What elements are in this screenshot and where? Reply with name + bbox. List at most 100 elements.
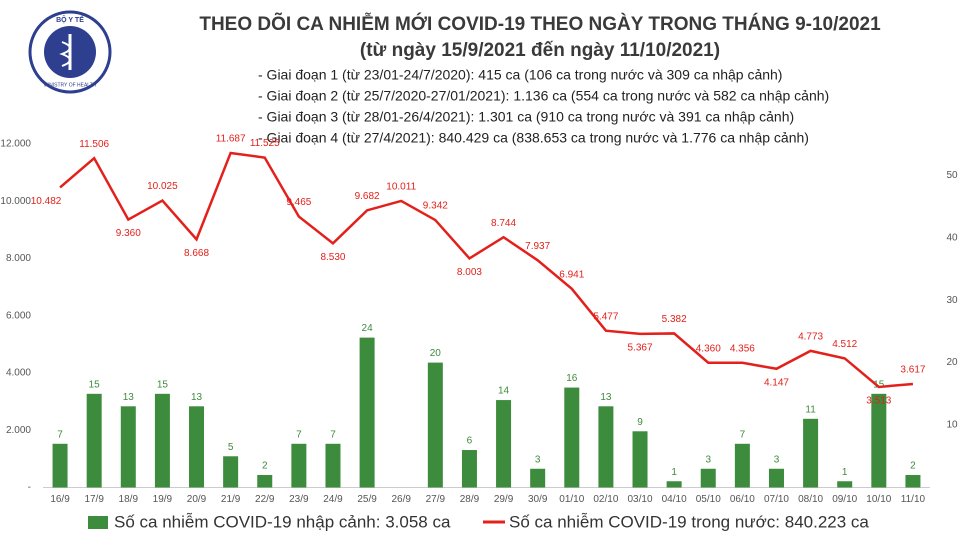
y-tick-label: 10.000: [0, 196, 31, 207]
x-tick-label: 05/10: [696, 494, 721, 505]
x-tick-label: 03/10: [628, 494, 653, 505]
line-label: 8.530: [320, 252, 345, 263]
legend-label: Số ca nhiễm COVID-19 nhập cảnh: 3.058 ca: [114, 512, 451, 531]
bar-label: 14: [498, 386, 510, 397]
bar: [120, 406, 136, 488]
y-tick-label: 6.000: [6, 310, 31, 321]
line-label: 11.525: [250, 138, 280, 149]
x-tick-label: 07/10: [764, 494, 789, 505]
x-tick-label: 22/9: [255, 494, 275, 505]
x-tick-label: 20/9: [187, 494, 207, 505]
x-tick-label: 24/9: [323, 494, 343, 505]
line-label: 10.025: [147, 181, 178, 192]
logo-text: BỘ Y TẾ: [56, 14, 84, 24]
bar: [666, 481, 682, 488]
bar: [461, 450, 477, 488]
x-tick-label: 29/9: [494, 494, 514, 505]
bar: [189, 406, 205, 488]
line-label: 11.506: [79, 139, 109, 150]
line-label: 10.482: [31, 196, 62, 207]
bar-label: 1: [842, 467, 848, 478]
bar: [837, 481, 853, 488]
line-label: 4.773: [798, 332, 823, 343]
line-label: 7.937: [525, 241, 550, 252]
x-tick-label: 11/10: [901, 494, 926, 505]
bar: [803, 418, 819, 488]
bar-label: 13: [600, 392, 612, 403]
x-tick-label: 02/10: [593, 494, 618, 505]
line-label: 11.687: [216, 134, 246, 145]
line-label: 3.617: [900, 365, 925, 376]
chart-subtitle: (từ ngày 15/9/2021 đến ngày 11/10/2021): [360, 40, 720, 61]
bar: [871, 393, 887, 488]
bar: [768, 468, 784, 488]
bar-label: 7: [740, 429, 746, 440]
line-label: 4.147: [764, 377, 789, 388]
x-tick-label: 23/9: [289, 494, 309, 505]
line-label: 9.360: [116, 228, 141, 239]
line-label: 3.513: [866, 396, 891, 407]
legend-label: Số ca nhiễm COVID-19 trong nước: 840.223…: [509, 512, 869, 531]
x-tick-label: 26/9: [391, 494, 411, 505]
bar: [905, 475, 921, 488]
bar: [325, 443, 341, 488]
y2-tick-label: 30: [946, 295, 958, 306]
bar: [154, 393, 170, 488]
note: - Giai đoạn 2 (từ 25/7/2020-27/01/2021):…: [258, 88, 829, 104]
line-label: 8.744: [491, 218, 516, 229]
x-tick-label: 25/9: [357, 494, 377, 505]
bar: [257, 475, 273, 488]
bar-label: 13: [191, 392, 203, 403]
line-label: 8.668: [184, 248, 209, 259]
y-tick-label: -: [28, 482, 31, 493]
bar-label: 7: [57, 429, 63, 440]
bar-label: 3: [535, 454, 541, 465]
bar-label: 7: [296, 429, 302, 440]
x-tick-label: 10/10: [866, 494, 891, 505]
x-tick-label: 30/9: [528, 494, 548, 505]
line-label: 6.941: [559, 269, 584, 280]
bar-label: 7: [330, 429, 336, 440]
y2-tick-label: 20: [946, 357, 958, 368]
bar-label: 11: [805, 404, 816, 415]
bar-label: 15: [157, 379, 169, 390]
line-label: 4.356: [730, 343, 755, 354]
bar: [734, 443, 750, 488]
bar-label: 2: [910, 461, 916, 472]
line: [59, 151, 914, 389]
bar-label: 5: [228, 442, 234, 453]
bar: [86, 393, 102, 488]
x-tick-label: 08/10: [798, 494, 823, 505]
y-tick-label: 8.000: [6, 253, 31, 264]
bar-label: 2: [262, 461, 268, 472]
y-tick-label: 12.000: [0, 139, 31, 150]
line-label: 5.367: [628, 343, 653, 354]
bar-label: 3: [774, 454, 780, 465]
y2-tick-label: 50: [946, 170, 958, 181]
bar: [598, 406, 614, 488]
bar: [632, 431, 648, 488]
bar-label: 3: [705, 454, 711, 465]
logo: BỘ Y TẾ MINISTRY OF HEALTH: [28, 10, 112, 94]
y-tick-label: 4.000: [6, 368, 31, 379]
legend-swatch: [88, 516, 108, 529]
logo-snake: [59, 41, 71, 67]
line-label: 9.342: [423, 201, 448, 212]
x-tick-label: 04/10: [662, 494, 687, 505]
line-label: 5.477: [593, 311, 618, 322]
bar: [359, 337, 375, 488]
chart-title: THEO DÕI CA NHIỄM MỚI COVID-19 THEO NGÀY…: [199, 13, 881, 35]
line-label: 5.382: [662, 314, 687, 325]
bar-label: 1: [671, 467, 677, 478]
bar-label: 15: [873, 379, 885, 390]
x-tick-label: 01/10: [559, 494, 584, 505]
bar: [427, 362, 443, 488]
line-label: 8.003: [457, 267, 482, 278]
bar: [530, 468, 546, 488]
y2-tick-label: 10: [946, 420, 958, 431]
bar: [564, 387, 580, 488]
y2-tick-label: 40: [946, 232, 958, 243]
note: - Giai đoạn 3 (từ 28/01-26/4/2021): 1.30…: [258, 109, 794, 125]
bar-label: 20: [430, 348, 442, 359]
